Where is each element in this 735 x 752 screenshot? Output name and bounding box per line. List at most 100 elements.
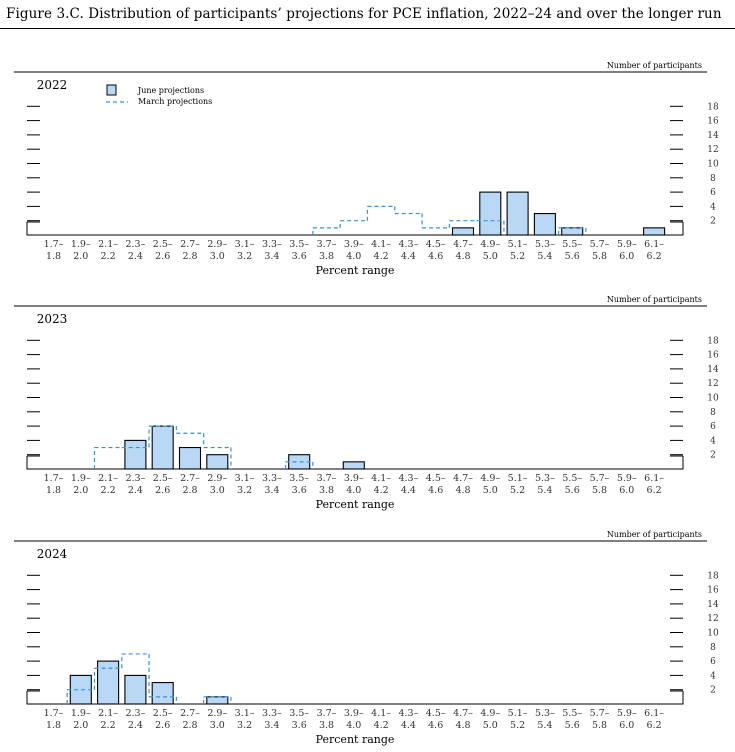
x-tick-label-bottom: 3.8 <box>319 251 334 262</box>
x-tick-label-top: 3.5– <box>289 708 309 719</box>
x-tick-label-top: 5.3– <box>535 708 555 719</box>
panel-year-label: 2023 <box>37 312 68 326</box>
x-tick-label-bottom: 4.4 <box>401 485 416 496</box>
x-tick-label-bottom: 2.0 <box>73 485 88 496</box>
x-tick-label-top: 2.5– <box>153 708 173 719</box>
y-tick-label: 16 <box>707 351 719 361</box>
x-tick-label-bottom: 6.2 <box>647 251 662 262</box>
x-tick-label-top: 5.3– <box>535 473 555 484</box>
x-tick-label-bottom: 5.0 <box>483 251 498 262</box>
y-tick-label: 12 <box>707 145 718 155</box>
panel-year-label: 2022 <box>37 78 68 92</box>
x-tick-label-top: 5.7– <box>590 239 610 250</box>
x-tick-label-top: 3.3– <box>262 239 282 250</box>
y-tick-label: 10 <box>707 629 719 639</box>
x-tick-label-bottom: 4.8 <box>455 720 470 731</box>
x-tick-label-bottom: 3.0 <box>210 720 225 731</box>
y-tick-label: 14 <box>707 131 719 141</box>
x-tick-label-bottom: 3.6 <box>292 251 307 262</box>
x-tick-label-bottom: 3.4 <box>264 251 279 262</box>
x-tick-label-top: 3.9– <box>344 239 364 250</box>
y-tick-label: 4 <box>710 202 716 212</box>
march-projection-outline <box>66 653 232 704</box>
x-tick-label-bottom: 2.4 <box>128 251 143 262</box>
x-tick-label-top: 1.7– <box>44 239 64 250</box>
x-tick-label-bottom: 5.2 <box>510 720 525 731</box>
x-tick-label-top: 1.9– <box>71 473 91 484</box>
legend-march-label: March projections <box>138 97 212 106</box>
x-tick-label-top: 3.7– <box>317 239 337 250</box>
figure-title: Figure 3.C. Distribution of participants… <box>6 6 722 22</box>
y-tick-label: 4 <box>710 436 716 446</box>
x-tick-label-top: 2.7– <box>180 708 200 719</box>
y-tick-label: 16 <box>707 117 719 127</box>
y-tick-label: 8 <box>710 643 716 653</box>
x-tick-label-bottom: 3.4 <box>264 485 279 496</box>
x-tick-label-top: 4.7– <box>453 473 473 484</box>
x-tick-label-bottom: 5.4 <box>537 251 552 262</box>
june-bar <box>643 227 666 236</box>
june-bar <box>124 439 147 470</box>
x-tick-label-top: 5.1– <box>508 473 528 484</box>
june-bar <box>451 227 475 236</box>
x-tick-label-top: 2.3– <box>125 708 145 719</box>
x-tick-label-bottom: 3.2 <box>237 251 252 262</box>
y-tick-label: 6 <box>710 657 716 667</box>
june-bar <box>206 696 229 705</box>
x-tick-label-top: 3.3– <box>262 473 282 484</box>
x-tick-label-bottom: 4.6 <box>428 720 443 731</box>
x-tick-label-bottom: 4.4 <box>401 251 416 262</box>
x-tick-label-bottom: 4.6 <box>428 251 443 262</box>
x-tick-label-top: 1.7– <box>44 708 64 719</box>
x-tick-label-bottom: 4.2 <box>374 485 389 496</box>
x-tick-label-top: 4.9– <box>480 708 500 719</box>
x-tick-label-bottom: 6.0 <box>619 485 634 496</box>
x-tick-label-top: 2.7– <box>180 473 200 484</box>
y-tick-label: 6 <box>710 422 716 432</box>
y-tick-label: 18 <box>707 102 719 112</box>
y-tick-label: 8 <box>710 174 716 184</box>
x-tick-label-bottom: 3.8 <box>319 485 334 496</box>
x-tick-label-bottom: 3.2 <box>237 720 252 731</box>
x-tick-label-bottom: 5.6 <box>565 720 580 731</box>
x-tick-label-top: 3.1– <box>235 239 255 250</box>
x-tick-label-top: 5.1– <box>508 239 528 250</box>
x-tick-label-bottom: 5.6 <box>565 485 580 496</box>
y-tick-label: 10 <box>707 160 719 170</box>
x-axis-baseline <box>26 222 684 236</box>
x-tick-label-bottom: 1.8 <box>46 720 61 731</box>
x-tick-label-top: 5.7– <box>590 473 610 484</box>
june-bar <box>151 681 174 705</box>
legend-june-label: June projections <box>137 86 204 95</box>
x-tick-label-top: 6.1– <box>644 473 664 484</box>
x-tick-label-top: 4.7– <box>453 239 473 250</box>
x-tick-label-top: 3.5– <box>289 473 309 484</box>
x-tick-label-top: 4.7– <box>453 708 473 719</box>
x-tick-label-top: 6.1– <box>644 239 664 250</box>
x-tick-label-bottom: 3.6 <box>292 720 307 731</box>
x-tick-label-bottom: 3.6 <box>292 485 307 496</box>
x-tick-label-top: 5.9– <box>617 239 637 250</box>
x-tick-label-top: 4.3– <box>398 708 418 719</box>
x-tick-label-top: 3.1– <box>235 473 255 484</box>
x-tick-label-top: 3.7– <box>317 708 337 719</box>
y-axis-title: Number of participants <box>607 530 702 539</box>
x-tick-label-top: 5.7– <box>590 708 610 719</box>
y-tick-label: 2 <box>710 451 716 461</box>
x-tick-label-bottom: 4.0 <box>346 485 361 496</box>
title-rule <box>0 28 735 29</box>
x-tick-label-bottom: 5.8 <box>592 720 607 731</box>
x-tick-label-top: 5.3– <box>535 239 555 250</box>
x-tick-label-bottom: 4.0 <box>346 251 361 262</box>
x-tick-label-bottom: 4.2 <box>374 720 389 731</box>
x-tick-label-top: 3.3– <box>262 708 282 719</box>
x-tick-label-bottom: 4.4 <box>401 720 416 731</box>
x-tick-label-top: 2.1– <box>98 239 118 250</box>
y-tick-label: 14 <box>707 600 719 610</box>
march-projection-outline <box>93 425 314 469</box>
june-bar <box>506 191 529 236</box>
y-tick-label: 4 <box>710 671 716 681</box>
x-tick-label-top: 5.5– <box>562 473 582 484</box>
y-tick-label: 8 <box>710 408 716 418</box>
june-bar <box>97 660 120 705</box>
